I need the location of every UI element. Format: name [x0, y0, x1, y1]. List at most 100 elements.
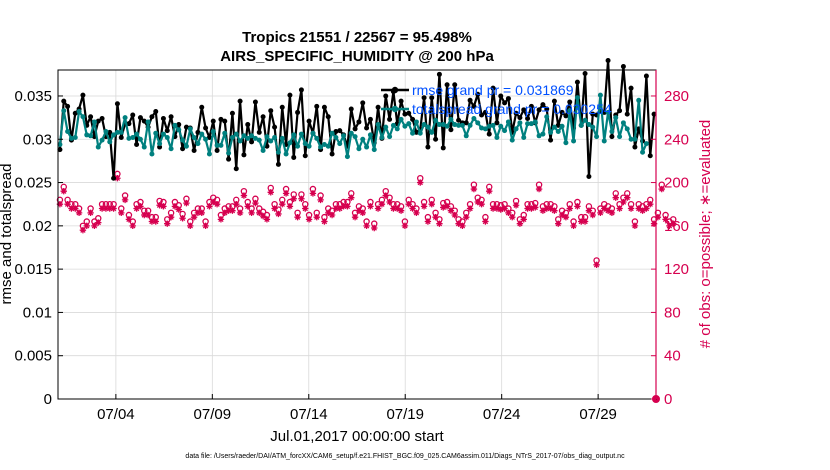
obs-evaluated-marker [187, 222, 194, 230]
rmse-point [482, 109, 488, 115]
right-tick-label: 160 [664, 218, 689, 235]
obs-evaluated-marker [72, 205, 79, 212]
obs-evaluated-marker [589, 211, 596, 219]
obs-evaluated-marker [566, 205, 573, 212]
obs-evaluated-marker [520, 216, 527, 223]
obs-evaluated-marker [317, 196, 324, 204]
left-tick-label: 0 [44, 391, 52, 408]
obs-evaluated-marker [60, 188, 67, 195]
right-tick-label: 120 [664, 261, 689, 278]
obs-evaluated-marker [259, 212, 267, 220]
obs-evaluated-marker [133, 205, 140, 212]
rmse-point [65, 103, 71, 109]
obs-evaluated-marker [616, 205, 623, 212]
rmse-point [80, 92, 86, 98]
obs-evaluated-marker [505, 209, 512, 217]
spread-point [137, 136, 143, 142]
spread-point [172, 122, 178, 128]
spread-point [318, 144, 324, 150]
obs-evaluated-marker [202, 222, 209, 230]
spread-point [210, 128, 216, 134]
rmse-point [605, 57, 611, 63]
rmse-point [406, 110, 412, 116]
obs-evaluated-marker [294, 213, 301, 221]
spread-point [107, 139, 113, 145]
x-tick-label: 07/09 [194, 406, 232, 423]
left-tick-label: 0.01 [23, 304, 52, 321]
spread-point [605, 109, 611, 115]
spread-point [406, 121, 412, 127]
obs-evaluated-marker [279, 200, 286, 208]
obs-evaluated-marker [608, 209, 616, 217]
rmse-point [130, 112, 136, 118]
spread-point [306, 143, 312, 149]
rmse-point [651, 111, 657, 117]
obs-evaluated-marker [336, 205, 343, 212]
spread-point [180, 137, 186, 143]
rmse-point [456, 117, 462, 123]
obs-evaluated-marker [463, 213, 470, 221]
obs-evaluated-marker [91, 222, 98, 230]
spread-point [268, 138, 274, 144]
obs-evaluated-marker [451, 211, 458, 219]
rmse-point [517, 115, 523, 121]
rmse-point [160, 115, 166, 121]
obs-evaluated-marker [570, 222, 577, 230]
obs-evaluated-marker [631, 222, 639, 230]
spread-point [479, 125, 485, 131]
left-tick-label: 0.03 [23, 131, 52, 148]
obs-evaluated-marker [413, 209, 420, 217]
obs-evaluated-marker [75, 209, 83, 217]
obs-evaluated-marker [489, 205, 497, 212]
rmse-point [356, 119, 362, 125]
rmse-point [111, 175, 117, 181]
obs-evaluated-marker [459, 222, 466, 230]
spread-point [183, 143, 189, 149]
rmse-point [548, 137, 554, 143]
spread-point [417, 130, 423, 136]
spread-point [114, 129, 120, 135]
obs-evaluated-marker [424, 218, 432, 225]
spread-point [149, 151, 155, 157]
rmse-point [352, 126, 358, 132]
rmse-point [164, 128, 170, 134]
rmse-point [475, 91, 481, 97]
obs-evaluated-marker [171, 203, 179, 210]
obs-evaluated-marker [225, 207, 232, 214]
obs-evaluated-marker [267, 189, 274, 196]
rmse-point [141, 118, 147, 124]
spread-point [567, 108, 573, 114]
rmse-point [505, 96, 511, 102]
rmse-point [410, 116, 416, 122]
obs-evaluated-marker [351, 213, 359, 221]
obs-evaluated-marker [282, 190, 290, 197]
spread-point [594, 134, 600, 140]
spread-point [425, 124, 431, 130]
spread-point [540, 131, 546, 137]
spread-point [620, 120, 626, 126]
obs-evaluated-marker [394, 205, 401, 212]
obs-evaluated-marker [129, 222, 136, 230]
obs-evaluated-marker [175, 206, 182, 213]
footer-data-file: data file: /Users/raeder/DAI/ATM_forcXX/… [185, 453, 625, 460]
spread-point [551, 124, 557, 130]
legend-rmse-marker [391, 86, 399, 94]
rmse-point [126, 121, 132, 127]
obs-evaluated-marker [555, 220, 562, 227]
obs-evaluated-marker [95, 219, 102, 226]
rmse-point [333, 128, 339, 134]
obs-evaluated-marker [244, 203, 251, 210]
spread-point [252, 135, 258, 141]
spread-point [375, 122, 381, 128]
spread-point [168, 146, 174, 152]
rmse-point [375, 104, 381, 110]
rmse-point [555, 122, 561, 128]
spread-point [525, 121, 531, 127]
spread-point [617, 134, 623, 140]
obs-evaluated-marker [344, 203, 351, 210]
rmse-point [452, 82, 458, 88]
obs-evaluated-marker [110, 205, 117, 212]
spread-line [58, 94, 648, 158]
rmse-point [643, 73, 649, 79]
